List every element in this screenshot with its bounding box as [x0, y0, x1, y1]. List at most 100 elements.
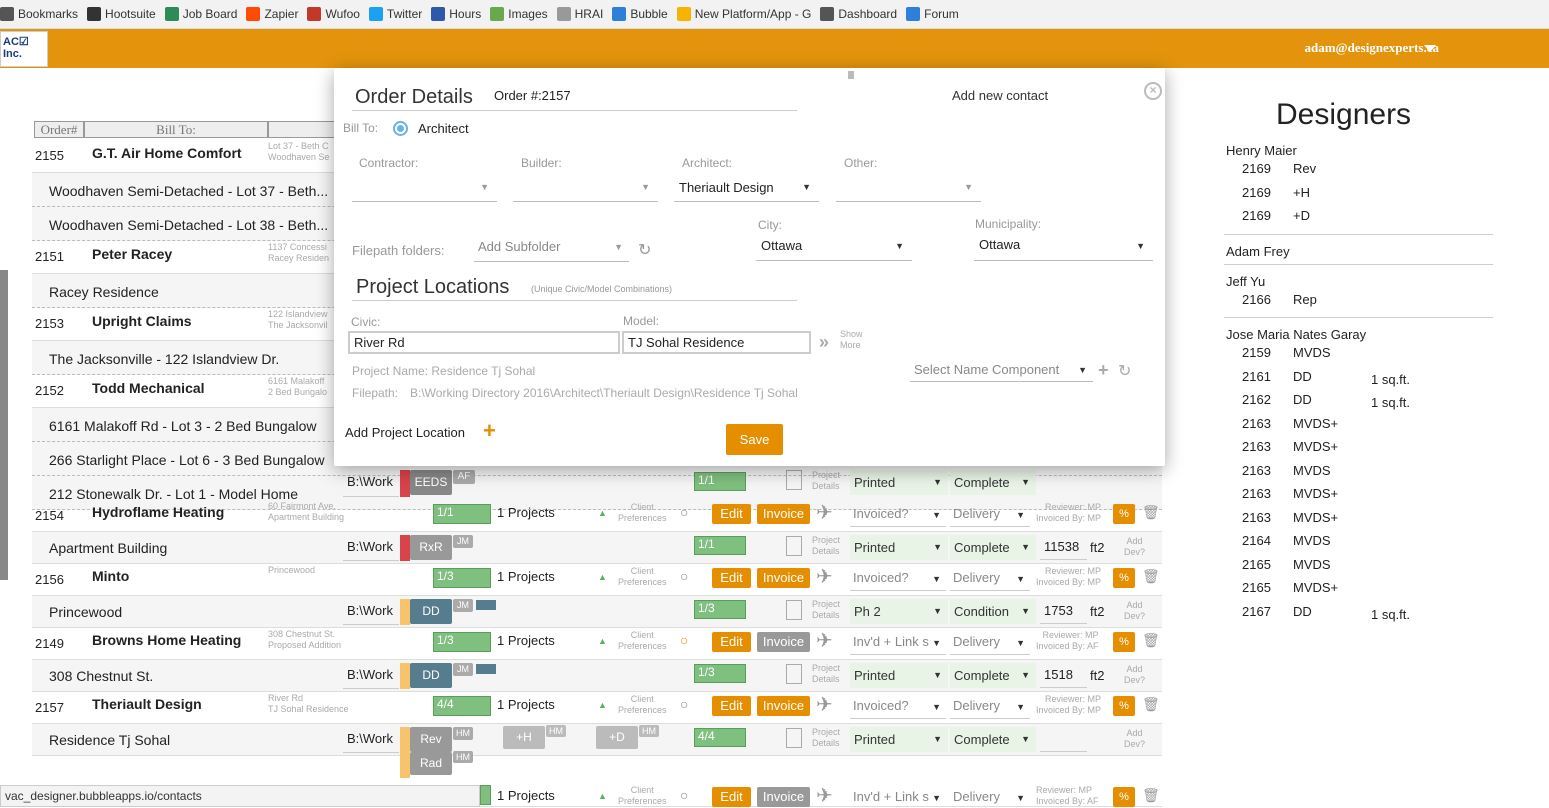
complete-status-select[interactable]: Complete ▼	[950, 727, 1036, 752]
filepath-field[interactable]: B:\Work	[343, 470, 399, 497]
pdf-icon[interactable]	[786, 600, 802, 620]
add-dev-link[interactable]: Add Dev?	[1124, 728, 1146, 749]
contractor-select[interactable]: ▼	[352, 174, 497, 202]
designer-job-number[interactable]: 2167	[1242, 603, 1271, 619]
complete-status-select[interactable]: Complete ▼	[950, 663, 1036, 688]
bookmark-item[interactable]: HRAI	[556, 7, 603, 21]
designer-job-number[interactable]: 2162	[1242, 392, 1271, 407]
refresh-icon[interactable]: ↻	[638, 242, 652, 259]
designer-name[interactable]: Henry Maier	[1226, 143, 1297, 158]
send-icon[interactable]: ✈	[816, 630, 833, 652]
column-header-bill-to[interactable]: Bill To:	[84, 121, 268, 138]
bookmark-item[interactable]: Forum	[906, 7, 959, 21]
project-details-link[interactable]: Project Details	[812, 663, 841, 684]
designer-job-number[interactable]: 2163	[1242, 462, 1271, 478]
add-location-plus-icon[interactable]: +	[483, 418, 496, 443]
chevron-up-icon[interactable]: ▲	[598, 700, 607, 710]
send-icon[interactable]: ✈	[816, 566, 833, 588]
comment-icon[interactable]: ○	[680, 504, 689, 520]
close-icon[interactable]: ×	[1144, 82, 1162, 100]
pdf-icon[interactable]	[786, 470, 802, 490]
invoice-button[interactable]: Invoice	[757, 632, 810, 652]
print-status-select[interactable]: Printed ▼	[850, 470, 948, 495]
trash-icon[interactable]: 🗑	[1142, 504, 1160, 520]
side-scroll-handle[interactable]	[0, 270, 8, 580]
add-subfolder-select[interactable]: Add Subfolder ▼	[474, 234, 629, 262]
filepath-field[interactable]: B:\Work	[343, 663, 399, 689]
complete-status-select[interactable]: Complete ▼	[950, 535, 1036, 560]
pdf-icon[interactable]	[786, 728, 802, 748]
model-input[interactable]: TJ Sohal Residence	[622, 331, 811, 354]
project-details-link[interactable]: Project Details	[812, 470, 841, 491]
sqft-input[interactable]	[1040, 727, 1087, 752]
invoice-button[interactable]: Invoice	[757, 568, 810, 588]
percent-button[interactable]: %	[1113, 787, 1135, 807]
add-contact-link[interactable]: Add new contact	[952, 88, 1049, 103]
municipality-select[interactable]: Ottawa ▼	[974, 233, 1153, 261]
print-status-select[interactable]: Ph 2 ▼	[850, 599, 948, 624]
designer-name[interactable]: Jose Maria Nates Garay	[1226, 327, 1367, 342]
delivery-select[interactable]: Delivery ▼	[950, 695, 1030, 719]
chevron-down-icon[interactable]	[1424, 45, 1436, 52]
double-chevron-icon[interactable]: »	[819, 332, 830, 352]
designer-job-number[interactable]: 2161	[1242, 368, 1271, 384]
tag-pill[interactable]: +D	[596, 726, 638, 749]
bookmark-item[interactable]: Bubble	[612, 7, 668, 21]
column-header-order[interactable]: Order#	[34, 121, 84, 138]
civic-input[interactable]: River Rd	[348, 331, 620, 354]
client-preferences-link[interactable]: Client Preferences	[618, 785, 667, 806]
percent-button[interactable]: %	[1113, 568, 1135, 588]
bookmark-item[interactable]: Hootsuite	[87, 7, 156, 21]
order-row[interactable]: 2156 Minto Princewood 1/3 1 Projects ▲ C…	[32, 564, 1162, 596]
chevron-up-icon[interactable]: ▲	[598, 572, 607, 582]
invoice-status-select[interactable]: Invoiced? ▼	[850, 503, 946, 527]
delivery-select[interactable]: Delivery ▼	[950, 631, 1030, 655]
filepath-field[interactable]: B:\Work	[343, 535, 399, 561]
trash-icon[interactable]: 🗑	[1142, 632, 1160, 648]
project-row[interactable]: 308 Chestnut St. B:\Work DD JM 1/3 Proje…	[32, 660, 1162, 692]
percent-button[interactable]: %	[1113, 632, 1135, 652]
send-icon[interactable]: ✈	[816, 502, 833, 524]
chevron-up-icon[interactable]: ▲	[598, 508, 607, 518]
designer-job-number[interactable]: 2169	[1242, 161, 1271, 176]
order-row[interactable]: 2154 Hydroflame Heating 60 Fairmont Ave.…	[32, 500, 1162, 532]
trash-icon[interactable]: 🗑	[1142, 696, 1160, 712]
bookmark-item[interactable]: Job Board	[164, 7, 237, 21]
edit-button[interactable]: Edit	[712, 504, 751, 524]
print-status-select[interactable]: Printed ▼	[850, 663, 948, 688]
comment-icon[interactable]: ○	[680, 696, 689, 712]
sqft-input[interactable]: 1518	[1040, 663, 1087, 688]
designer-job-number[interactable]: 2163	[1242, 439, 1271, 454]
bookmark-item[interactable]: Images	[490, 7, 548, 21]
designer-job-number[interactable]: 2159	[1242, 345, 1271, 360]
edit-button[interactable]: Edit	[712, 632, 751, 652]
invoice-button[interactable]: Invoice	[757, 504, 810, 524]
bill-to-radio[interactable]	[393, 121, 408, 136]
invoice-button[interactable]: Invoice	[757, 696, 810, 716]
tag-pill[interactable]: Rev	[410, 727, 452, 752]
trash-icon[interactable]: 🗑	[1142, 568, 1160, 584]
print-status-select[interactable]: Printed ▼	[850, 535, 948, 560]
delivery-select[interactable]: Delivery ▼	[950, 567, 1030, 591]
print-status-select[interactable]: Printed ▼	[850, 727, 948, 752]
edit-button[interactable]: Edit	[712, 568, 751, 588]
designer-job-number[interactable]: 2169	[1242, 184, 1271, 200]
save-button[interactable]: Save	[726, 424, 783, 455]
invoice-button[interactable]: Invoice	[757, 787, 810, 807]
project-details-link[interactable]: Project Details	[812, 535, 841, 556]
bookmark-item[interactable]: Twitter	[368, 7, 422, 21]
client-preferences-link[interactable]: Client Preferences	[618, 566, 667, 587]
tag-pill[interactable]: Rad	[410, 752, 452, 775]
bookmark-item[interactable]: Hours	[431, 7, 481, 21]
add-dev-link[interactable]: Add Dev?	[1124, 600, 1146, 621]
send-icon[interactable]: ✈	[816, 785, 833, 807]
designer-job-number[interactable]: 2166	[1242, 291, 1271, 307]
designer-job-number[interactable]: 2169	[1242, 208, 1271, 223]
designer-name[interactable]: Adam Frey	[1226, 243, 1290, 259]
client-preferences-link[interactable]: Client Preferences	[618, 502, 667, 523]
designer-job-number[interactable]: 2163	[1242, 486, 1271, 501]
invoice-status-select[interactable]: Inv'd + Link s ▼	[850, 631, 946, 655]
add-dev-link[interactable]: Add Dev?	[1124, 536, 1146, 557]
project-row[interactable]: Apartment Building B:\Work RxR JM 1/1 Pr…	[32, 532, 1162, 564]
percent-button[interactable]: %	[1113, 504, 1135, 524]
